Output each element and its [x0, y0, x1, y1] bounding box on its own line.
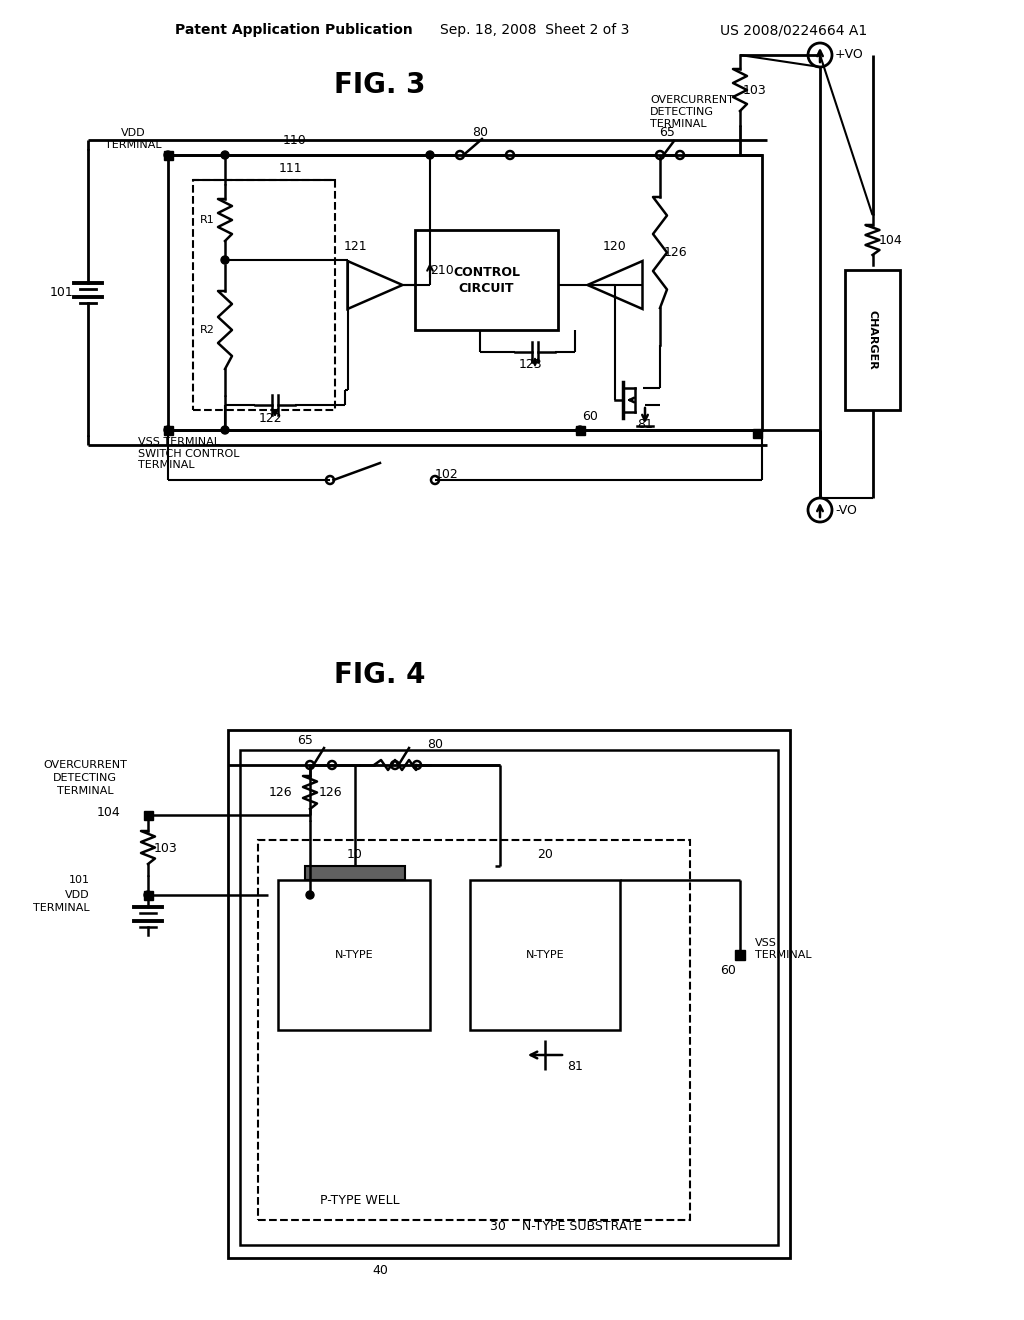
Text: 65: 65: [659, 127, 675, 140]
Text: 81: 81: [637, 418, 653, 432]
Text: R2: R2: [200, 325, 214, 335]
Text: 123: 123: [518, 359, 542, 371]
Text: TERMINAL: TERMINAL: [138, 459, 195, 470]
Text: 111: 111: [279, 161, 302, 174]
Text: VSS TERMINAL: VSS TERMINAL: [138, 437, 220, 447]
Circle shape: [808, 498, 831, 521]
Text: 103: 103: [743, 83, 767, 96]
Text: 40: 40: [372, 1263, 388, 1276]
Circle shape: [391, 762, 399, 770]
Bar: [168, 154, 762, 430]
Text: 30    N-TYPE SUBSTRATE: 30 N-TYPE SUBSTRATE: [490, 1221, 642, 1233]
Text: 104: 104: [879, 234, 902, 247]
Text: VDD: VDD: [66, 890, 90, 900]
Bar: [735, 950, 745, 960]
Text: 120: 120: [603, 240, 627, 253]
Text: 65: 65: [297, 734, 313, 747]
Text: 60: 60: [582, 409, 598, 422]
Bar: [470, 880, 620, 1030]
Bar: [415, 230, 558, 330]
Circle shape: [328, 762, 336, 770]
Text: 10: 10: [347, 849, 362, 862]
Circle shape: [413, 762, 421, 770]
Bar: [143, 810, 153, 820]
Bar: [164, 150, 172, 160]
Text: 101: 101: [69, 875, 90, 884]
Bar: [258, 840, 690, 1220]
Text: R1: R1: [200, 215, 214, 224]
Text: 60: 60: [720, 964, 736, 977]
Text: 121: 121: [343, 240, 367, 253]
Text: 80: 80: [427, 738, 443, 751]
Circle shape: [808, 44, 831, 67]
Text: 103: 103: [155, 842, 178, 854]
Text: 80: 80: [472, 127, 488, 140]
Text: FIG. 3: FIG. 3: [334, 71, 426, 99]
Circle shape: [144, 891, 152, 899]
Text: -VO: -VO: [835, 503, 857, 516]
Text: +VO: +VO: [835, 49, 864, 62]
Text: TERMINAL: TERMINAL: [56, 785, 114, 796]
Text: DETECTING: DETECTING: [650, 107, 714, 117]
Bar: [228, 730, 790, 1258]
Bar: [240, 750, 778, 1245]
Text: CONTROL: CONTROL: [453, 265, 520, 279]
Text: N-TYPE: N-TYPE: [335, 950, 374, 960]
Bar: [193, 180, 335, 411]
Circle shape: [656, 150, 664, 158]
Circle shape: [656, 150, 664, 158]
Text: TERMINAL: TERMINAL: [650, 119, 707, 129]
Circle shape: [221, 426, 229, 434]
Bar: [753, 429, 762, 437]
Text: TERMINAL: TERMINAL: [755, 950, 812, 960]
Text: 20: 20: [537, 849, 553, 862]
Circle shape: [306, 891, 314, 899]
Bar: [164, 425, 172, 434]
Circle shape: [164, 426, 172, 434]
Text: OVERCURRENT: OVERCURRENT: [43, 760, 127, 770]
Text: 126: 126: [268, 785, 292, 799]
Bar: [845, 271, 900, 411]
Text: 126: 126: [664, 246, 687, 259]
Circle shape: [575, 426, 584, 434]
Text: OVERCURRENT: OVERCURRENT: [650, 95, 734, 106]
Circle shape: [221, 150, 229, 158]
Text: TERMINAL: TERMINAL: [34, 903, 90, 913]
Circle shape: [221, 256, 229, 264]
Text: 102: 102: [435, 469, 459, 482]
Circle shape: [506, 150, 514, 158]
Text: 122: 122: [258, 412, 282, 425]
Text: Patent Application Publication: Patent Application Publication: [175, 22, 413, 37]
Text: FIG. 4: FIG. 4: [334, 661, 426, 689]
Bar: [305, 866, 406, 880]
Bar: [143, 891, 153, 899]
Circle shape: [456, 150, 464, 158]
Text: 81: 81: [567, 1060, 583, 1073]
Text: SWITCH CONTROL: SWITCH CONTROL: [138, 449, 240, 459]
Text: 110: 110: [283, 133, 307, 147]
Circle shape: [164, 150, 172, 158]
Text: 104: 104: [96, 807, 120, 820]
Text: US 2008/0224664 A1: US 2008/0224664 A1: [720, 22, 867, 37]
Text: TERMINAL: TERMINAL: [104, 140, 162, 150]
Circle shape: [431, 477, 439, 484]
Text: 210: 210: [430, 264, 454, 276]
Circle shape: [426, 150, 434, 158]
Text: P-TYPE WELL: P-TYPE WELL: [321, 1193, 399, 1206]
Circle shape: [306, 762, 314, 770]
Text: Sep. 18, 2008  Sheet 2 of 3: Sep. 18, 2008 Sheet 2 of 3: [440, 22, 630, 37]
Circle shape: [676, 150, 684, 158]
Text: CIRCUIT: CIRCUIT: [459, 281, 514, 294]
Text: CHARGER: CHARGER: [867, 310, 878, 370]
Circle shape: [326, 477, 334, 484]
Text: 126: 126: [318, 785, 342, 799]
Bar: [575, 425, 585, 434]
Text: N-TYPE: N-TYPE: [525, 950, 564, 960]
Text: DETECTING: DETECTING: [53, 774, 117, 783]
Text: VSS: VSS: [755, 939, 777, 948]
Text: VDD: VDD: [121, 128, 145, 139]
Text: 101: 101: [49, 285, 73, 298]
Bar: [278, 880, 430, 1030]
